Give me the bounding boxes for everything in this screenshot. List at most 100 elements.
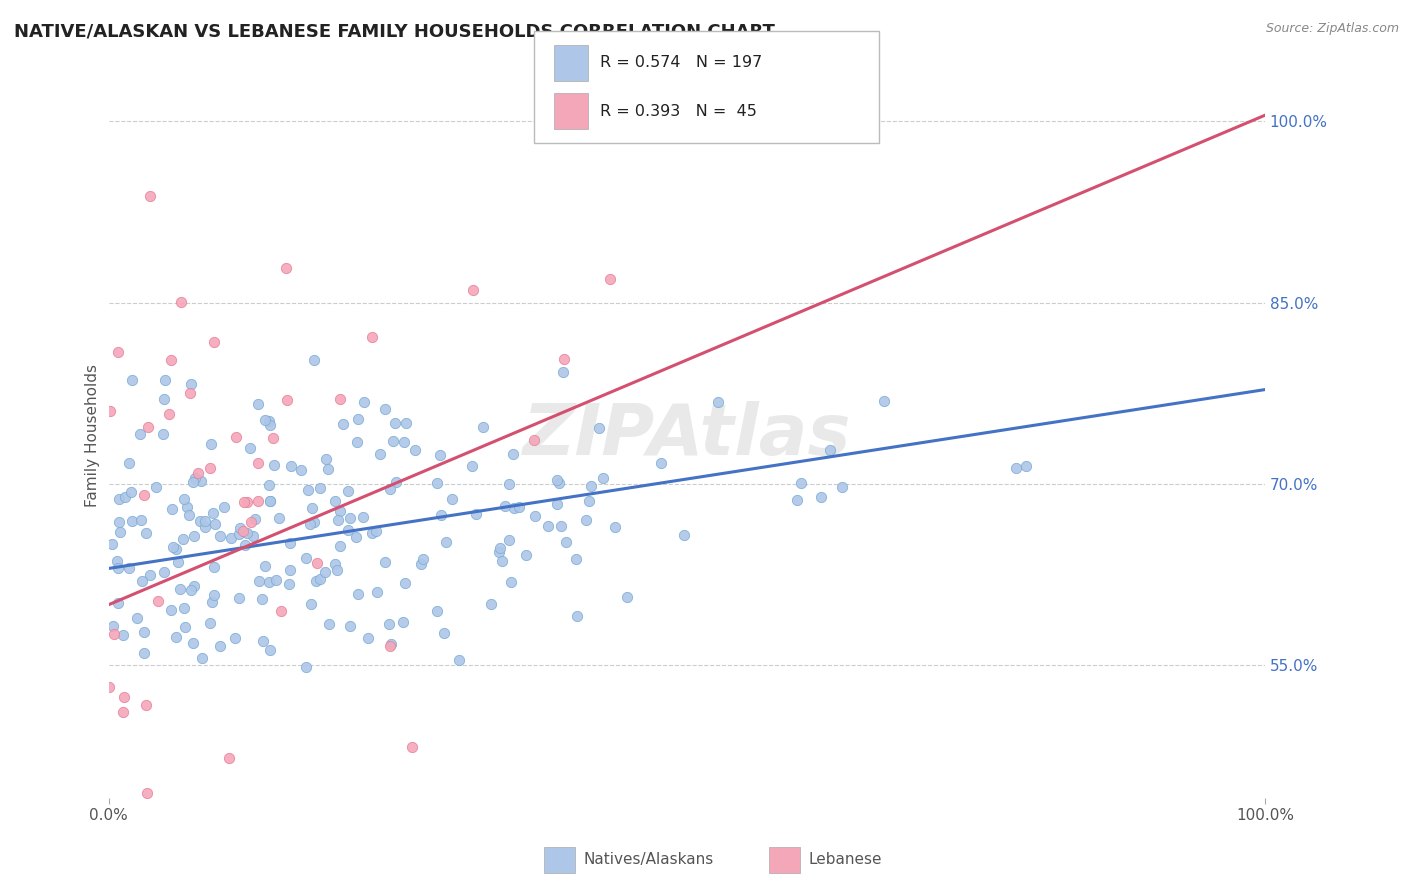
Point — [412, 551, 434, 566]
Point — [200, 461, 222, 475]
Point — [276, 393, 298, 408]
Point — [278, 535, 301, 549]
Text: R = 0.574   N = 197: R = 0.574 N = 197 — [600, 55, 762, 70]
Point — [136, 420, 159, 434]
Point — [202, 560, 225, 574]
Point — [588, 421, 610, 435]
Point — [395, 416, 418, 430]
Point — [786, 492, 808, 507]
Point — [107, 345, 129, 359]
Point — [316, 462, 339, 476]
Point — [98, 404, 121, 418]
Point — [294, 550, 316, 565]
Point — [274, 261, 297, 276]
Point — [325, 558, 347, 572]
Point — [202, 335, 225, 350]
Point — [228, 526, 250, 541]
Point — [447, 653, 470, 667]
Point — [179, 385, 201, 400]
Point — [346, 435, 368, 450]
Point — [121, 514, 143, 528]
Point — [344, 530, 367, 544]
Point — [429, 508, 451, 523]
Point — [368, 447, 391, 461]
Point — [374, 555, 396, 569]
Point — [236, 525, 259, 540]
Point — [194, 514, 217, 528]
Point — [247, 574, 270, 589]
Point — [547, 497, 569, 511]
Point — [208, 528, 231, 542]
Point — [138, 568, 160, 582]
Point — [305, 574, 328, 588]
Point — [290, 463, 312, 477]
Point — [326, 513, 349, 527]
Point — [336, 483, 359, 498]
Point — [339, 511, 361, 525]
Point — [353, 395, 375, 409]
Point — [301, 501, 323, 516]
Text: NATIVE/ALASKAN VS LEBANESE FAMILY HOUSEHOLDS CORRELATION CHART: NATIVE/ALASKAN VS LEBANESE FAMILY HOUSEH… — [14, 22, 775, 40]
Point — [380, 482, 402, 496]
Point — [392, 435, 415, 450]
Point — [108, 516, 131, 530]
Point — [380, 637, 402, 651]
Point — [361, 329, 384, 343]
Point — [97, 681, 120, 695]
Point — [162, 540, 184, 554]
Point — [136, 786, 159, 800]
Point — [219, 531, 242, 545]
Point — [353, 509, 375, 524]
Point — [498, 533, 520, 547]
Point — [426, 604, 449, 618]
Point — [873, 393, 896, 408]
Point — [240, 515, 263, 529]
Point — [1005, 461, 1028, 475]
Point — [548, 476, 571, 491]
Point — [524, 508, 547, 523]
Point — [173, 620, 195, 634]
Point — [101, 619, 124, 633]
Point — [298, 516, 321, 531]
Point — [205, 799, 228, 814]
Point — [259, 478, 281, 492]
Point — [426, 476, 449, 491]
Point — [546, 474, 568, 488]
Point — [374, 401, 396, 416]
Point — [160, 353, 183, 368]
Point — [173, 492, 195, 507]
Point — [347, 412, 370, 426]
Point — [173, 600, 195, 615]
Point — [242, 528, 264, 542]
Point — [176, 500, 198, 515]
Point — [153, 392, 176, 406]
Point — [132, 488, 155, 502]
Point — [167, 555, 190, 569]
Point — [433, 626, 456, 640]
Point — [366, 584, 388, 599]
Point — [250, 592, 273, 607]
Point — [181, 475, 204, 489]
Point — [202, 588, 225, 602]
Point — [153, 566, 176, 580]
Point — [508, 500, 530, 515]
Point — [380, 639, 402, 653]
Point — [259, 494, 281, 508]
Point — [108, 491, 131, 506]
Point — [309, 572, 332, 586]
Text: R = 0.393   N =  45: R = 0.393 N = 45 — [600, 103, 758, 119]
Point — [299, 597, 322, 611]
Point — [384, 416, 406, 430]
Point — [326, 563, 349, 577]
Point — [489, 541, 512, 555]
Point — [329, 504, 352, 518]
Point — [112, 690, 135, 705]
Point — [461, 458, 484, 473]
Point — [553, 351, 575, 366]
Point — [145, 480, 167, 494]
Point — [401, 739, 423, 754]
Text: Source: ZipAtlas.com: Source: ZipAtlas.com — [1265, 22, 1399, 36]
Point — [139, 189, 162, 203]
Point — [297, 483, 319, 497]
Point — [229, 521, 252, 535]
